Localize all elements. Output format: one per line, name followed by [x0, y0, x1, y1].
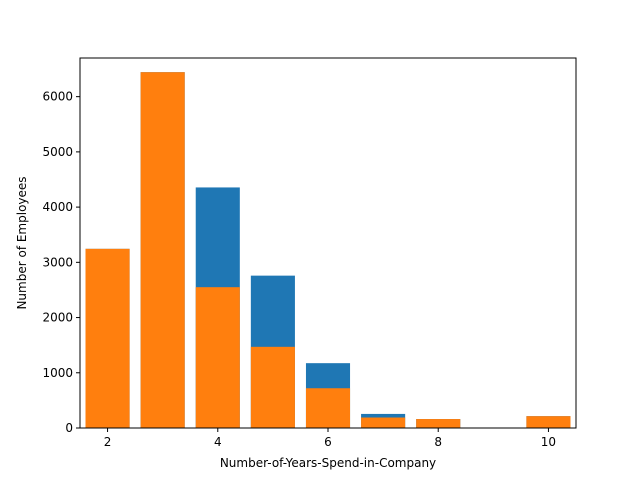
y-tick-label-0: 0	[65, 421, 73, 435]
bar-series-1-x-10	[526, 416, 571, 428]
x-tick-label-2: 2	[104, 435, 112, 449]
bar-series-1-x-8	[416, 419, 461, 428]
bars-layer	[85, 72, 571, 428]
bar-series-1-x-7	[361, 417, 406, 428]
bar-series-1-x-4	[195, 287, 240, 428]
x-tick-label-6: 6	[324, 435, 332, 449]
y-axis-label: Number of Employees	[15, 176, 29, 309]
x-axis-label: Number-of-Years-Spend-in-Company	[220, 456, 436, 470]
y-tick-label-2000: 2000	[42, 311, 73, 325]
y-tick-label-1000: 1000	[42, 366, 73, 380]
y-tick-label-6000: 6000	[42, 90, 73, 104]
x-tick-label-10: 10	[541, 435, 556, 449]
y-tick-label-4000: 4000	[42, 200, 73, 214]
y-tick-label-3000: 3000	[42, 255, 73, 269]
bar-series-1-x-5	[250, 346, 295, 428]
bar-series-1-x-6	[305, 388, 351, 428]
bar-series-1-x-3	[140, 72, 185, 428]
x-axis: 2 4 6 8 10	[104, 428, 556, 449]
y-tick-label-5000: 5000	[42, 145, 73, 159]
bar-series-1-x-2	[85, 248, 130, 428]
x-tick-label-4: 4	[214, 435, 222, 449]
x-tick-label-8: 8	[434, 435, 442, 449]
y-axis: 0 1000 2000 3000 4000 5000 6000	[42, 90, 80, 435]
